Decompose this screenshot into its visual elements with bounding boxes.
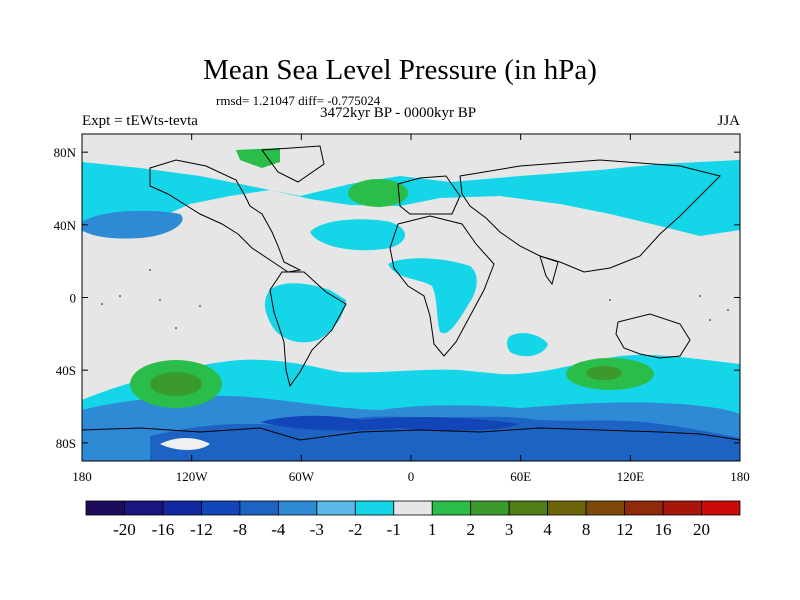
x-tick-label: 180 bbox=[72, 469, 92, 484]
colorbar-swatch bbox=[547, 500, 587, 516]
y-tick-label: 80S bbox=[56, 436, 76, 451]
contour-indian bbox=[507, 333, 548, 357]
colorbar-swatch bbox=[277, 500, 318, 516]
coast-antarctica bbox=[82, 427, 740, 441]
contour-nh-highlat bbox=[82, 160, 740, 236]
contour-africa bbox=[388, 258, 477, 334]
y-tick-label: 40S bbox=[56, 363, 76, 378]
colorbar-swatch bbox=[239, 500, 279, 516]
colorbar-label: -1 bbox=[387, 520, 401, 539]
contour-layer-green bbox=[130, 148, 654, 408]
contour-layer-darkblue bbox=[150, 416, 740, 461]
period-label: 3472kyr BP - 0000kyr BP bbox=[320, 105, 477, 121]
contour-layer-white bbox=[160, 438, 210, 450]
colorbar-swatch bbox=[124, 500, 164, 516]
contour-layer-navy bbox=[260, 415, 520, 431]
high-greenland bbox=[236, 148, 280, 168]
colorbar-label: 8 bbox=[582, 520, 591, 539]
colorbar-label: 16 bbox=[655, 520, 672, 539]
contour-south-america bbox=[264, 283, 346, 343]
high-north-atlantic bbox=[348, 179, 408, 207]
coast-south-america bbox=[269, 271, 347, 388]
contour-so-white bbox=[160, 438, 210, 450]
colorbar-swatch bbox=[85, 500, 125, 516]
colorbar-swatch bbox=[624, 500, 664, 516]
colorbar-swatch bbox=[585, 500, 625, 516]
contour-so-blue-2 bbox=[150, 416, 740, 461]
high-south-pacific-core bbox=[150, 372, 202, 396]
x-tick-label: 120W bbox=[176, 469, 209, 484]
coast-india bbox=[539, 255, 559, 286]
colorbar-label: -20 bbox=[113, 520, 136, 539]
colorbar-swatch bbox=[701, 500, 741, 516]
x-tick-label: 60W bbox=[289, 469, 315, 484]
colorbar-label: -8 bbox=[233, 520, 247, 539]
colorbar-label: 3 bbox=[505, 520, 514, 539]
colorbar-swatch bbox=[162, 500, 202, 516]
coast-north-america bbox=[149, 159, 302, 273]
colorbar: -20 -16 -12 -8 -4 -3 -2 -1 1 2 3 4 8 12 16 20 bbox=[85, 500, 741, 539]
colorbar-label: 20 bbox=[693, 520, 710, 539]
colorbar-swatch bbox=[662, 500, 702, 516]
season-label: JJA bbox=[717, 113, 740, 129]
colorbar-swatch bbox=[508, 500, 549, 516]
x-tick-label: 120E bbox=[617, 469, 645, 484]
colorbar-swatch bbox=[201, 500, 241, 516]
colorbar-label: -2 bbox=[348, 520, 362, 539]
high-south-indian-core bbox=[586, 366, 622, 380]
colorbar-swatch bbox=[393, 500, 433, 516]
colorbar-swatch bbox=[316, 500, 356, 516]
islands bbox=[101, 269, 729, 329]
y-tick-label: 80N bbox=[54, 145, 77, 160]
contour-atlantic bbox=[310, 219, 405, 251]
coast-europe bbox=[397, 175, 461, 215]
contour-so-navy bbox=[260, 415, 520, 431]
colorbar-swatch bbox=[470, 500, 510, 516]
coastlines bbox=[82, 145, 740, 441]
colorbar-swatch bbox=[354, 500, 395, 516]
contour-nh-pacific-blue bbox=[82, 210, 183, 239]
colorbar-label: -4 bbox=[271, 520, 286, 539]
colorbar-label: 2 bbox=[466, 520, 475, 539]
x-tick-label: 60E bbox=[510, 469, 531, 484]
coast-australia bbox=[615, 313, 691, 359]
colorbar-label: 12 bbox=[616, 520, 633, 539]
x-tick-label: 0 bbox=[408, 469, 415, 484]
coast-greenland bbox=[261, 145, 325, 183]
coast-africa bbox=[389, 215, 495, 357]
colorbar-label: -3 bbox=[310, 520, 324, 539]
y-axis: 80N 40N 0 40S 80S bbox=[54, 145, 740, 451]
colorbar-label: -12 bbox=[190, 520, 213, 539]
coast-asia bbox=[459, 159, 721, 273]
x-axis: 180 120W 60W 0 60E 120E 180 bbox=[72, 134, 750, 484]
stats-label: rmsd= 1.21047 diff= -0.775024 bbox=[216, 93, 381, 108]
colorbar-label: -16 bbox=[152, 520, 175, 539]
colorbar-label: 1 bbox=[428, 520, 437, 539]
colorbar-swatch bbox=[431, 500, 472, 516]
chart-title: Mean Sea Level Pressure (in hPa) bbox=[203, 54, 597, 86]
experiment-label: Expt = tEWts-tevta bbox=[82, 113, 198, 129]
x-tick-label: 180 bbox=[730, 469, 750, 484]
colorbar-label: 4 bbox=[543, 520, 552, 539]
map-panel bbox=[82, 134, 740, 461]
y-tick-label: 40N bbox=[54, 218, 77, 233]
y-tick-label: 0 bbox=[70, 291, 77, 306]
